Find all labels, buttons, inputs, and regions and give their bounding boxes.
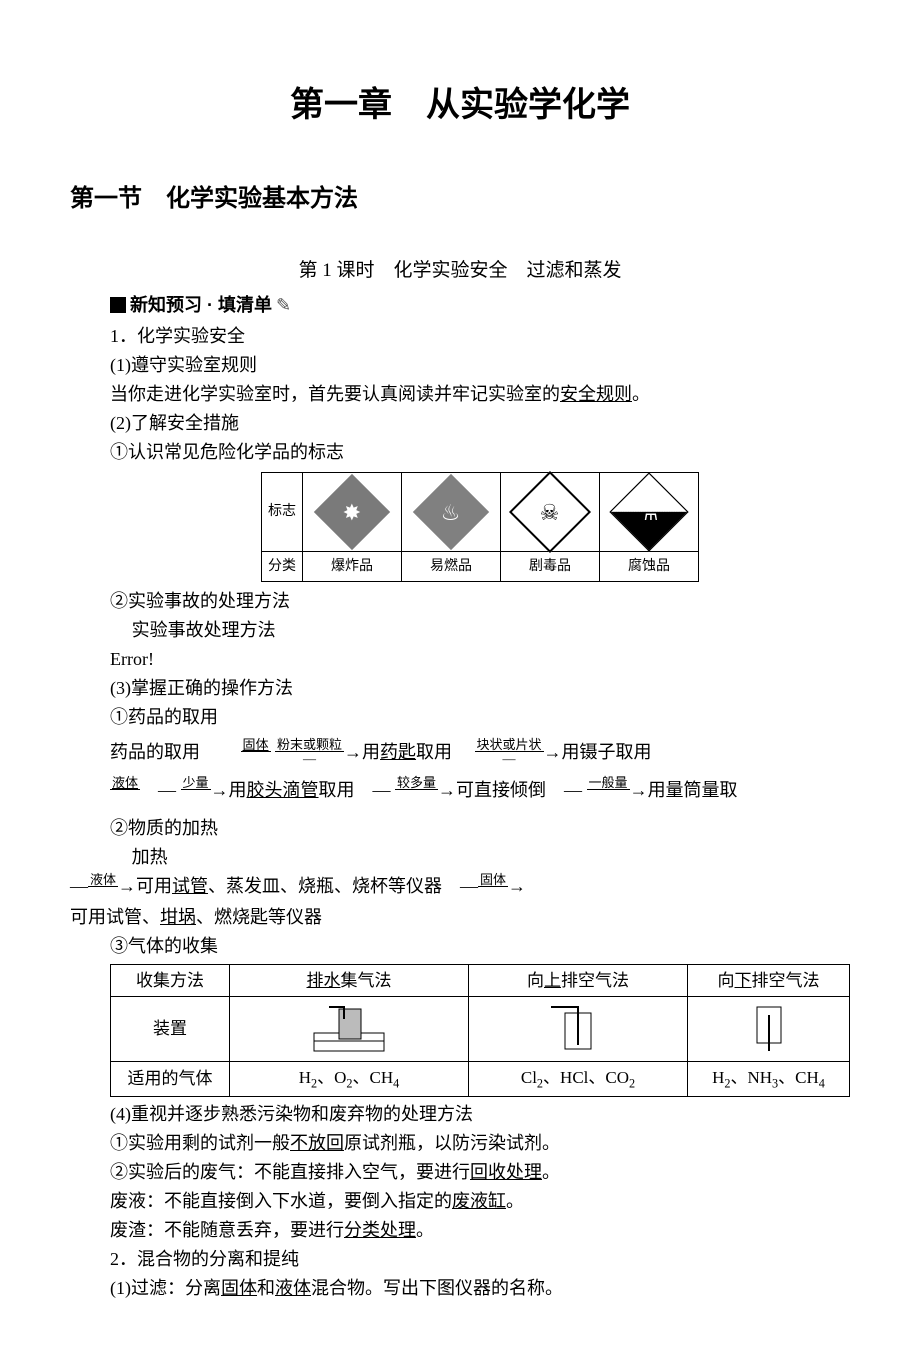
haz-cat-2: 剧毒品 [501, 551, 600, 581]
haz-row-label: 标志 [262, 472, 303, 551]
hazard-table: 标志 ✸ ♨ ☠ ⚗ 分类 爆炸品 易燃品 剧毒品 腐蚀品 [261, 472, 699, 582]
take-lead: 药品的取用 [110, 742, 200, 762]
heat-liq-top: 液体 [88, 873, 118, 887]
s1-p4-label: (4)重视并逐步熟悉污染物和废弃物的处理方法 [110, 1101, 850, 1128]
s1-p1-label: (1)遵守实验室规则 [110, 352, 850, 379]
preview-banner: 新知预习 · 填清单 ✎ [110, 292, 850, 319]
heat-line: —液体 →可用试管、蒸发皿、烧瓶、烧杯等仪器 —固体 → [70, 873, 850, 901]
take-small-a: 用 [229, 780, 247, 800]
gas-table: 收集方法 排水集气法 向上排空气法 向下排空气法 装置 [110, 964, 850, 1097]
s1-heading: 1．化学实验安全 [110, 323, 850, 350]
take-normal-stack: 一般量 [587, 776, 630, 803]
s1-p1-text: 当你走进化学实验室时，首先要认真阅读并牢记实验室的安全规则。 [110, 381, 850, 408]
heat-liq-stack: 液体 [88, 873, 118, 900]
take-solid: 固体 [241, 738, 271, 752]
take-block-stack: 块状或片状 — [475, 738, 544, 765]
pencil-icon: ✎ [276, 292, 291, 319]
take-line1: 药品的取用 固体 粉末或颗粒 — →用药匙取用 块状或片状 — →用镊子取用 [110, 739, 850, 767]
gas-dev-3 [688, 997, 850, 1062]
haz-cat-1: 易燃品 [402, 551, 501, 581]
gas-g1: H2、O2、CH4 [230, 1062, 469, 1097]
s1-p2-2b: 实验事故处理方法 [110, 617, 850, 644]
explosive-icon: ✸ [343, 495, 361, 528]
gas-c1: 排水集气法 [230, 964, 469, 997]
take-more-top: 较多量 [395, 776, 438, 790]
lesson-title: 第 1 课时 化学实验安全 过滤和蒸发 [70, 257, 850, 286]
s1-p2-1: ①认识常见危险化学品的标志 [110, 439, 850, 466]
haz-cell-2: ☠ [501, 472, 600, 551]
gas-c2: 向上排空气法 [469, 964, 688, 997]
haz-cell-0: ✸ [303, 472, 402, 551]
take-small-stack: 少量 [181, 776, 211, 803]
s1-p4-1: ①实验用剩的试剂一般不放回原试剂瓶，以防污染试剂。 [110, 1130, 850, 1157]
heat-liq-u: 试管 [172, 876, 208, 896]
take-liquid: 液体 [110, 776, 140, 790]
heat-lead: 加热 [110, 844, 850, 871]
downward-air-icon [739, 1003, 799, 1055]
gas-dev-1 [230, 997, 469, 1062]
gas-dev-2 [469, 997, 688, 1062]
s1-p3-label: (3)掌握正确的操作方法 [110, 675, 850, 702]
s1-p3-1: ①药品的取用 [110, 704, 850, 731]
heat-sol-u: 坩埚 [160, 907, 196, 927]
banner-text: 新知预习 · 填清单 [130, 292, 272, 319]
take-more-stack: 较多量 [395, 776, 438, 803]
s1-p1-b: 。 [632, 384, 650, 404]
gas-g3: H2、NH3、CH4 [688, 1062, 850, 1097]
s1-p3-2: ②物质的加热 [110, 815, 850, 842]
upward-air-icon [543, 1003, 613, 1055]
s1-p1-u: 安全规则 [560, 384, 632, 404]
s2-p1: (1)过滤：分离固体和液体混合物。写出下图仪器的名称。 [110, 1275, 850, 1302]
section-title: 第一节 化学实验基本方法 [70, 181, 850, 217]
gas-h-method: 收集方法 [111, 964, 230, 997]
toxic-icon: ☠ [540, 495, 560, 528]
heat-sol-top: 固体 [478, 873, 508, 887]
heat-sol-b: 、燃烧匙等仪器 [196, 907, 322, 927]
take-liquid-stack: 液体 [110, 776, 140, 803]
water-displacement-icon [299, 1003, 399, 1055]
s1-p4-2: ②实验后的废气：不能直接排入空气，要进行回收处理。 [110, 1159, 850, 1186]
take-small-b: 取用 [319, 780, 355, 800]
corrosive-icon: ⚗ [639, 495, 659, 528]
heat-line2: 可用试管、坩埚、燃烧匙等仪器 [70, 904, 850, 931]
gas-h-suit: 适用的气体 [111, 1062, 230, 1097]
take-block-txt: 用镊子取用 [562, 742, 652, 762]
haz-cat-3: 腐蚀品 [600, 551, 699, 581]
take-powder-b: 取用 [416, 742, 452, 762]
haz-cell-3: ⚗ [600, 472, 699, 551]
heat-liq-a: 可用 [136, 876, 172, 896]
haz-cat-label: 分类 [262, 551, 303, 581]
s1-p4-4: 废渣：不能随意丢弃，要进行分类处理。 [110, 1217, 850, 1244]
take-small-u: 胶头滴管 [247, 780, 319, 800]
s1-p3-3: ③气体的收集 [110, 933, 850, 960]
gas-c3: 向下排空气法 [688, 964, 850, 997]
take-powder-top: 粉末或颗粒 [275, 738, 344, 752]
gas-g2: Cl2、HCl、CO2 [469, 1062, 688, 1097]
heat-sol-a: 可用试管、 [70, 907, 160, 927]
s2-heading: 2．混合物的分离和提纯 [110, 1246, 850, 1273]
s1-p2-2a: ②实验事故的处理方法 [110, 588, 850, 615]
heat-sol-stack: 固体 [478, 873, 508, 900]
take-normal-txt: 用量筒量取 [648, 780, 738, 800]
s1-p2-label: (2)了解安全措施 [110, 410, 850, 437]
gas-h-device: 装置 [111, 997, 230, 1062]
take-powder-a: 用 [362, 742, 380, 762]
take-block-top: 块状或片状 [475, 738, 544, 752]
s1-p4-3: 废液：不能直接倒入下水道，要倒入指定的废液缸。 [110, 1188, 850, 1215]
chapter-title: 第一章 从实验学化学 [70, 80, 850, 131]
take-powder-u: 药匙 [380, 742, 416, 762]
haz-cell-1: ♨ [402, 472, 501, 551]
flammable-icon: ♨ [441, 495, 461, 528]
s1-p1-a: 当你走进化学实验室时，首先要认真阅读并牢记实验室的 [110, 384, 560, 404]
take-more-txt: 可直接倾倒 [456, 780, 546, 800]
take-powder-stack: 粉末或颗粒 — [275, 738, 344, 765]
take-normal-top: 一般量 [587, 776, 630, 790]
heat-liq-b: 、蒸发皿、烧瓶、烧杯等仪器 [208, 876, 442, 896]
take-solid-stack: 固体 [241, 738, 271, 765]
take-line2: 液体 — 少量 →用胶头滴管取用 — 较多量 →可直接倾倒 — 一般量 →用量筒… [110, 777, 850, 805]
banner-box-icon [110, 297, 126, 313]
haz-cat-0: 爆炸品 [303, 551, 402, 581]
take-small-top: 少量 [181, 776, 211, 790]
error-text: Error! [110, 646, 850, 673]
